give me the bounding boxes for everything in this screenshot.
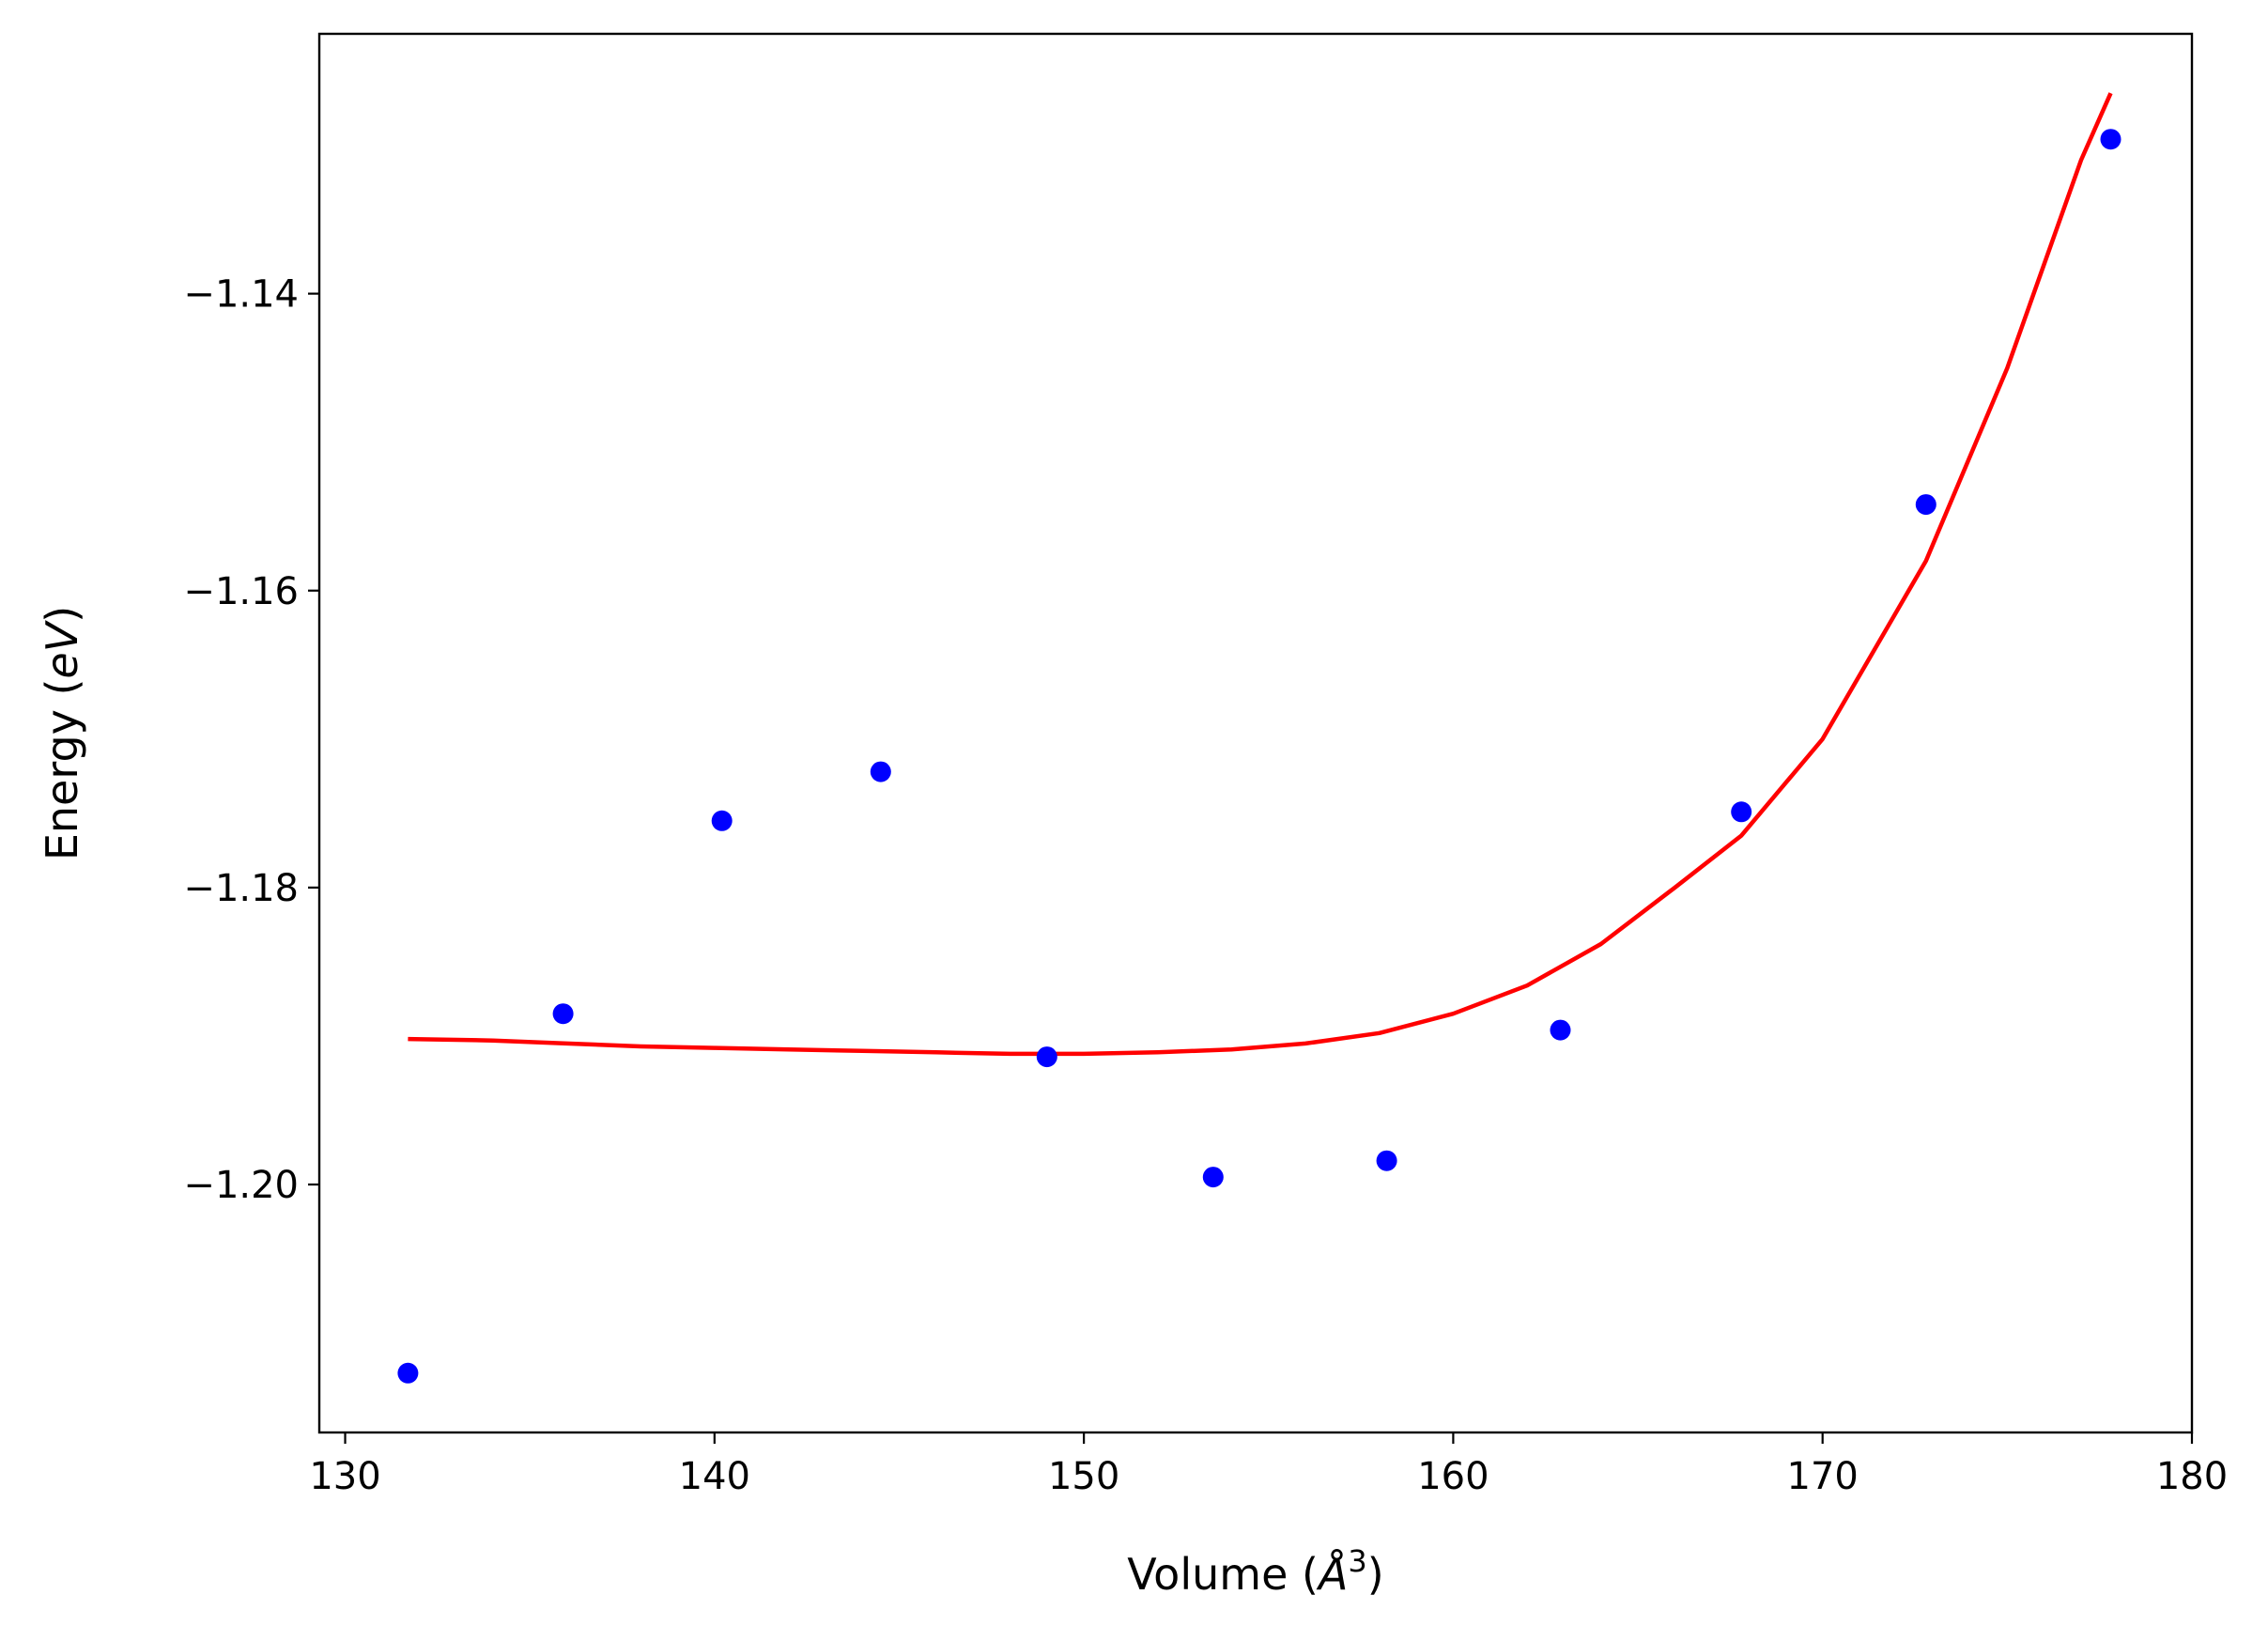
data-point [1376,1150,1397,1171]
data-point [870,761,891,782]
x-axis-label-unit: Å [1316,1549,1348,1600]
y-axis-label: Energy (eV) [37,606,87,860]
x-axis-label-suffix: ) [1367,1549,1384,1600]
data-point [711,810,733,831]
y-tick-label: −1.20 [183,1164,299,1207]
x-tick-label: 130 [309,1455,380,1498]
x-axis-ticks: 130 140 150 160 170 180 [309,1432,2228,1498]
y-tick-label: −1.18 [183,867,299,910]
y-tick-label: −1.16 [183,570,299,613]
x-tick-label: 140 [679,1455,750,1498]
y-axis-label-suffix: ) [37,606,87,623]
y-axis-label-prefix: Energy ( [37,679,87,861]
series-layer [397,92,2121,1384]
x-axis-label-exponent: 3 [1348,1543,1366,1579]
data-point [397,1362,419,1384]
y-axis-label-unit: eV [37,619,87,678]
data-point [1731,801,1752,823]
x-axis-label: Volume (Å3) [1127,1543,1383,1600]
y-axis-ticks: −1.14 −1.16 −1.18 −1.20 [183,273,319,1207]
x-tick-label: 170 [1787,1455,1859,1498]
data-point [2100,129,2121,150]
x-axis-label-prefix: Volume ( [1127,1549,1319,1600]
x-tick-label: 180 [2156,1455,2228,1498]
x-tick-label: 150 [1048,1455,1119,1498]
data-point [1202,1167,1224,1188]
data-point [552,1003,574,1025]
data-point [1915,494,1936,516]
data-point [1036,1046,1057,1068]
plot-frame [317,32,2194,1434]
x-tick-label: 160 [1417,1455,1489,1498]
fit-curve-line [408,92,2113,1057]
data-point [1550,1019,1571,1041]
y-tick-label: −1.14 [183,273,299,317]
